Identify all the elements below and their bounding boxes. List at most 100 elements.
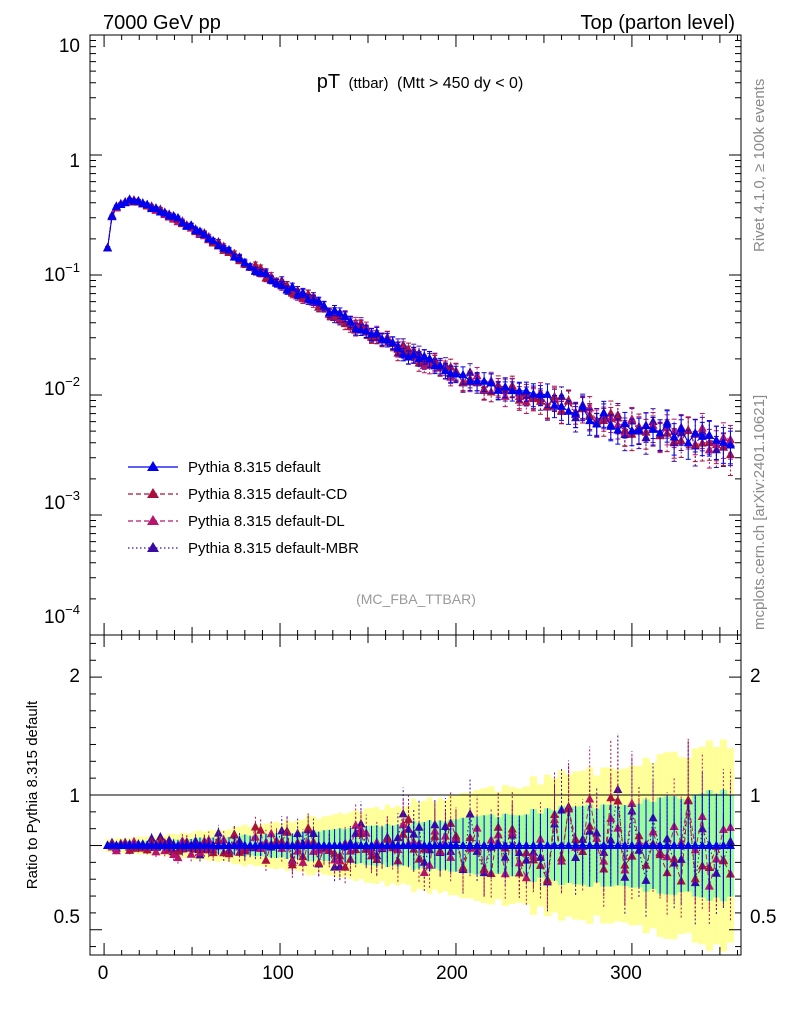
ratio-marker [303, 823, 313, 832]
data-marker [403, 352, 413, 361]
ratio-marker [287, 859, 297, 869]
data-marker [451, 368, 461, 378]
ratio-marker [711, 840, 721, 850]
ratio-marker [266, 828, 276, 838]
data-marker [557, 401, 567, 410]
xtick-label-100: 100 [262, 963, 294, 984]
data-marker [382, 334, 392, 344]
ratio-marker [282, 827, 292, 836]
data-marker [493, 385, 503, 394]
ratio-marker [351, 820, 361, 829]
ratio-marker [549, 840, 559, 850]
ratio-marker [521, 840, 531, 850]
ratio-marker [403, 814, 413, 823]
data-marker [213, 240, 223, 250]
ratio-marker [261, 855, 271, 864]
ratio-marker [528, 840, 538, 850]
ratio-marker [585, 840, 595, 850]
ratio-series-0 [103, 789, 735, 902]
data-marker [261, 268, 271, 277]
ratio-marker [648, 840, 658, 850]
ratio-marker [507, 840, 517, 850]
ratio-marker [725, 840, 735, 850]
ratio-marker [169, 849, 179, 859]
plot-title-main: pT [317, 71, 340, 93]
ratio-marker [697, 840, 707, 850]
ytick-label-1e-3: 10−3 [44, 488, 80, 514]
ratio-marker [641, 840, 651, 850]
ytick-label-1e-4: 10−4 [44, 602, 80, 628]
data-marker [472, 375, 482, 385]
legend-entry-default-dl: Pythia 8.315 default-DL [128, 513, 345, 530]
data-marker [361, 325, 371, 335]
ratio-marker [634, 840, 644, 850]
data-marker [195, 226, 205, 235]
ratio-marker [557, 840, 567, 850]
data-marker [173, 212, 183, 222]
ratio-ytick-label-0-5: 0.5 [54, 907, 80, 928]
ratio-data-marks [103, 733, 735, 925]
series-0 [103, 194, 735, 465]
data-marker [330, 305, 340, 314]
data-marker [250, 265, 260, 275]
ratio-frame [89, 634, 742, 956]
legend-label-default: Pythia 8.315 default [188, 459, 321, 476]
ratio-marker [125, 845, 135, 854]
legend: Pythia 8.315 default Pythia 8.315 defaul… [128, 459, 359, 557]
data-marker [419, 351, 429, 360]
data-marker [393, 343, 403, 352]
data-marker [103, 242, 113, 252]
ratio-marker [151, 846, 161, 856]
data-marker [655, 427, 665, 437]
data-marker [398, 349, 408, 358]
data-marker [620, 418, 630, 428]
ratio-marker [627, 798, 637, 807]
main-data-marks [103, 194, 735, 477]
ratio-marker [613, 840, 623, 850]
xtick-label-300: 300 [610, 963, 642, 984]
plot-title-rest: (Mtt > 450 dy < 0) [397, 75, 523, 92]
data-marker [465, 376, 475, 385]
legend-entry-default: Pythia 8.315 default [128, 459, 321, 476]
ratio-marker [479, 840, 489, 850]
plot-title: pT (ttbar) (Mtt > 450 dy < 0) [317, 71, 524, 93]
data-marker [372, 328, 382, 337]
data-marker [578, 401, 588, 411]
data-marker [535, 389, 545, 399]
data-marker [340, 311, 350, 320]
ratio-marker [535, 840, 545, 850]
legend-entry-default-mbr: Pythia 8.315 default-MBR [128, 540, 359, 557]
ratio-marker [564, 840, 574, 850]
ratio-marker [669, 840, 679, 850]
ratio-marker [704, 840, 714, 850]
ratio-marker [493, 840, 503, 850]
ratio-marker [662, 840, 672, 850]
ratio-marker [690, 840, 700, 850]
plot-title-small: (ttbar) [349, 75, 389, 92]
ratio-marker [571, 840, 581, 850]
data-marker [521, 385, 531, 395]
data-marker [592, 418, 602, 428]
data-marker [697, 431, 707, 440]
data-marker [208, 235, 218, 245]
ratio-marker [613, 796, 623, 805]
data-marker [435, 360, 445, 370]
data-marker [240, 257, 250, 267]
main-panel: pT (ttbar) (Mtt > 450 dy < 0) (MC_FBA_TT… [44, 34, 742, 636]
data-marker [718, 437, 728, 446]
ratio-marker [514, 840, 524, 850]
data-marker [377, 334, 387, 343]
ratio-marker [229, 830, 239, 839]
ratio-marker [542, 840, 552, 850]
data-marker [186, 220, 196, 229]
data-marker [514, 385, 524, 395]
data-marker [219, 243, 229, 252]
data-marker [308, 295, 318, 304]
data-marker [303, 294, 313, 303]
ratio-marker [592, 840, 602, 850]
data-marker [351, 323, 361, 333]
legend-label-default-dl: Pythia 8.315 default-DL [188, 513, 345, 530]
ratio-marker [465, 840, 475, 850]
ytick-label-1: 1 [69, 151, 80, 172]
data-marker [204, 233, 214, 242]
